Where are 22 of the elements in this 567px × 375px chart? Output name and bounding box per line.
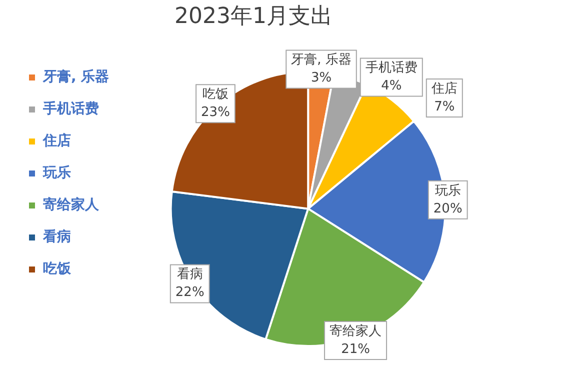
slice-label: 看病 (176, 267, 203, 282)
slice-label: 寄给家人 (330, 322, 382, 339)
data-label: 21% (341, 342, 370, 357)
legend-label: 看病 (42, 228, 71, 246)
legend-label: 吃饭 (43, 261, 72, 278)
slice-label: 手机话费 (365, 60, 418, 76)
slice-label: 玩乐 (434, 183, 461, 198)
legend-label: 牙膏, 乐器 (42, 68, 110, 86)
legend-label: 寄给家人 (43, 196, 100, 214)
legend-label: 玩乐 (42, 164, 71, 182)
chart-title: 2023年1月支出 (174, 4, 332, 29)
legend-label: 手机话费 (42, 100, 99, 118)
data-label: 4% (381, 78, 402, 94)
data-label: 20% (433, 201, 462, 216)
data-label: 7% (434, 99, 455, 114)
data-label: 3% (310, 70, 332, 86)
slice-label: 住店 (430, 80, 458, 96)
slice-label: 吃饭 (202, 87, 228, 102)
data-label: 22% (175, 285, 204, 300)
data-label: 23% (201, 105, 230, 120)
legend-label: 住店 (42, 132, 71, 150)
slice-label: 牙膏, 乐器 (291, 52, 352, 68)
